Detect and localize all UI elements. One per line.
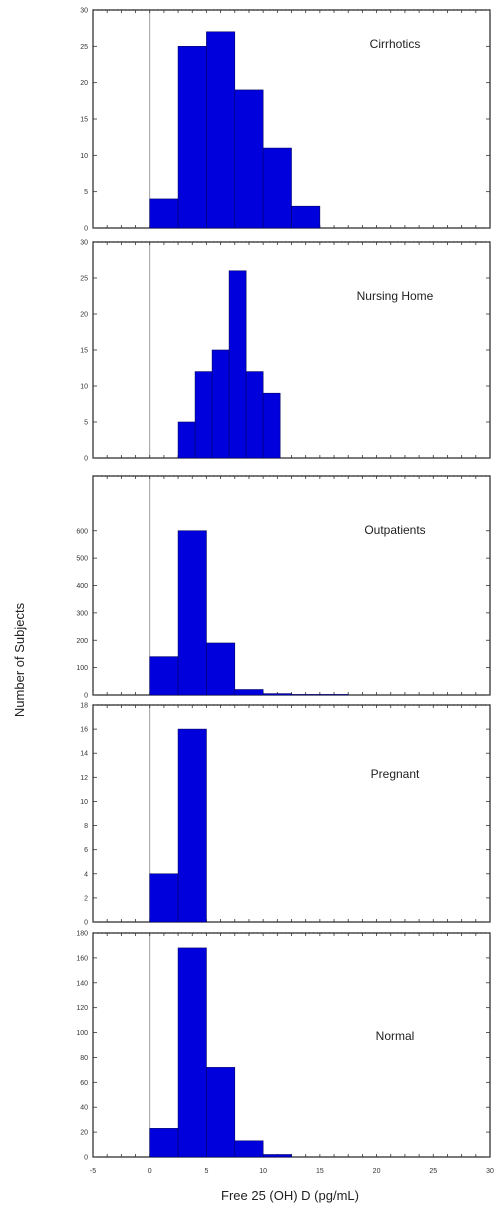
x-tick-label: 5 bbox=[204, 1168, 208, 1175]
bars bbox=[149, 530, 349, 696]
histogram-bar bbox=[262, 1154, 292, 1158]
bars bbox=[149, 947, 292, 1158]
histogram-bar bbox=[262, 693, 292, 696]
panel-cirrhotics: 0 5 10 15 20 25 30 Cirrhotics bbox=[80, 8, 491, 233]
bars bbox=[177, 270, 281, 459]
histogram-bar bbox=[206, 1067, 236, 1158]
histogram-bar bbox=[149, 873, 179, 923]
y-tick-label: 10 bbox=[80, 799, 88, 806]
histogram-bar bbox=[177, 46, 207, 229]
x-tick-label: 25 bbox=[429, 1168, 437, 1175]
y-tick-label: 25 bbox=[80, 44, 88, 51]
histogram-bar bbox=[234, 1140, 264, 1158]
y-tick-label: 0 bbox=[84, 920, 88, 927]
histogram-bar bbox=[262, 147, 292, 229]
histogram-bar bbox=[149, 656, 179, 696]
y-tick-label: 18 bbox=[80, 703, 88, 710]
histogram-panels: 051015202530Cirrhotics051015202530Nursin… bbox=[76, 8, 491, 1162]
y-tick-label: 0 bbox=[84, 226, 88, 233]
y-tick-label: 0 bbox=[84, 1155, 88, 1162]
panel-pregnant: 0 2 4 6 8 10 12 14 16 18 Pregnant bbox=[80, 703, 491, 927]
panel-outpatients: 0 100 200 300 400 500 600 Outpatients bbox=[76, 475, 491, 700]
histogram-bar bbox=[234, 689, 264, 696]
y-tick-label: 30 bbox=[80, 8, 88, 15]
histogram-bar bbox=[319, 694, 349, 696]
x-tick-label: 15 bbox=[316, 1168, 324, 1175]
x-axis-title: Free 25 (OH) D (pg/mL) bbox=[221, 1188, 359, 1203]
y-tick-label: 10 bbox=[80, 153, 88, 160]
y-tick-label: 200 bbox=[76, 638, 88, 645]
histogram-bar bbox=[177, 421, 196, 459]
y-tick-label: 40 bbox=[80, 1105, 88, 1112]
y-tick-label: 500 bbox=[76, 556, 88, 563]
x-tick-label: -5 bbox=[90, 1168, 96, 1175]
y-tick-label: 0 bbox=[84, 456, 88, 463]
y-tick-label: 100 bbox=[76, 665, 88, 672]
x-tick-label: 0 bbox=[148, 1168, 152, 1175]
y-tick-label: 15 bbox=[80, 348, 88, 355]
bars bbox=[149, 31, 321, 229]
y-tick-label: 160 bbox=[76, 955, 88, 962]
y-tick-label: 2 bbox=[84, 895, 88, 902]
y-tick-label: 4 bbox=[84, 871, 88, 878]
y-tick-label: 0 bbox=[84, 693, 88, 700]
y-tick-label: 5 bbox=[84, 189, 88, 196]
y-tick-label: 300 bbox=[76, 610, 88, 617]
panel-label: Pregnant bbox=[371, 767, 420, 781]
y-tick-label: 6 bbox=[84, 847, 88, 854]
bars bbox=[149, 728, 207, 923]
histogram-bar bbox=[194, 371, 213, 459]
histogram-bar bbox=[262, 392, 281, 459]
histogram-bar bbox=[291, 694, 321, 696]
x-tick-label: 30 bbox=[486, 1168, 494, 1175]
panel-label: Normal bbox=[376, 1029, 415, 1043]
y-tick-label: 8 bbox=[84, 823, 88, 830]
y-tick-label: 20 bbox=[80, 80, 88, 87]
panel-label: Outpatients bbox=[364, 523, 425, 537]
y-tick-label: 180 bbox=[76, 931, 88, 938]
panel-frame bbox=[92, 932, 491, 1158]
x-axis-ticks: -5 0 5 10 15 20 25 30 bbox=[90, 1168, 494, 1175]
histogram-bar bbox=[149, 1128, 179, 1158]
y-tick-label: 400 bbox=[76, 583, 88, 590]
y-tick-label: 10 bbox=[80, 384, 88, 391]
panel-label: Cirrhotics bbox=[370, 37, 421, 51]
histogram-bar bbox=[177, 530, 207, 696]
histogram-bar bbox=[206, 642, 236, 696]
histogram-bar bbox=[177, 728, 207, 923]
panel-frame bbox=[92, 241, 491, 459]
panel-nursing-home: 0 5 10 15 20 25 30 Nursing Home bbox=[80, 240, 491, 463]
y-tick-label: 5 bbox=[84, 420, 88, 427]
y-tick-label: 60 bbox=[80, 1080, 88, 1087]
histogram-bar bbox=[211, 349, 230, 459]
x-tick-label: 20 bbox=[373, 1168, 381, 1175]
y-tick-label: 80 bbox=[80, 1055, 88, 1062]
y-tick-label: 12 bbox=[80, 775, 88, 782]
histogram-bar bbox=[228, 270, 247, 459]
panel-normal: 0 20 40 60 80 100 120 140 160 180 Normal bbox=[76, 931, 491, 1162]
y-tick-label: 25 bbox=[80, 276, 88, 283]
histogram-bar bbox=[245, 371, 264, 459]
y-tick-label: 20 bbox=[80, 1130, 88, 1137]
y-tick-label: 15 bbox=[80, 117, 88, 124]
y-tick-label: 120 bbox=[76, 1005, 88, 1012]
y-tick-label: 100 bbox=[76, 1030, 88, 1037]
panel-label: Nursing Home bbox=[357, 289, 434, 303]
y-tick-label: 140 bbox=[76, 980, 88, 987]
histogram-bar bbox=[177, 947, 207, 1158]
y-tick-label: 30 bbox=[80, 240, 88, 247]
y-tick-label: 600 bbox=[76, 528, 88, 535]
histogram-bar bbox=[234, 89, 264, 229]
histogram-bar bbox=[149, 198, 179, 229]
x-tick-label: 10 bbox=[259, 1168, 267, 1175]
y-tick-label: 16 bbox=[80, 727, 88, 734]
y-tick-label: 14 bbox=[80, 751, 88, 758]
y-axis-title: Number of Subjects bbox=[12, 602, 27, 717]
y-tick-label: 20 bbox=[80, 312, 88, 319]
histogram-bar bbox=[291, 205, 321, 229]
histogram-bar bbox=[206, 31, 236, 229]
